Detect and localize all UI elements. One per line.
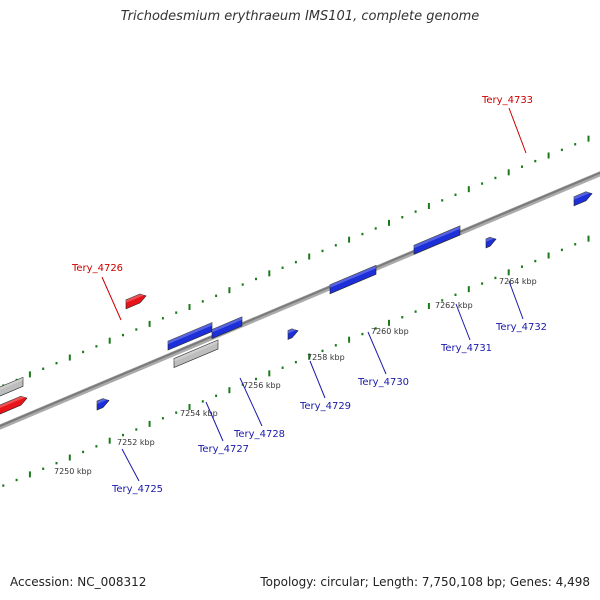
gene-tery-4728-highlight — [212, 316, 242, 333]
gene-tery-4728 — [211, 316, 243, 339]
genome-title: Trichodesmium erythraeum IMS101, complet… — [120, 9, 480, 24]
gene-label: Tery_4728 — [233, 429, 285, 440]
gene-reverse-right-edge-highlight — [574, 189, 592, 200]
genome-backbone-line — [0, 171, 600, 428]
scale-label: 7256 kbp — [243, 381, 281, 390]
gene-label-leader — [309, 360, 326, 399]
gene-reverse-right-edge — [573, 191, 593, 207]
gene-tery-4730 — [329, 264, 377, 295]
gene-label: Tery_4725 — [111, 484, 163, 495]
gene-tery-4729-highlight — [288, 326, 298, 334]
scale-label: 7264 kbp — [499, 277, 537, 286]
scale-ticks — [2, 135, 590, 487]
gene-label: Tery_4732 — [495, 322, 547, 333]
gene-tery-4726-highlight — [126, 291, 146, 303]
gene-label-leader — [121, 448, 140, 482]
gene-label: Tery_4731 — [440, 343, 492, 354]
gene-label-leader — [508, 107, 527, 154]
scale-label: 7250 kbp — [54, 467, 92, 476]
feature-grey-lower — [173, 339, 219, 369]
gene-tery-4731-highlight — [414, 225, 460, 249]
gene-label: Tery_4733 — [481, 95, 533, 106]
gene-forward-left-highlight — [0, 393, 27, 408]
gene-label: Tery_4727 — [197, 444, 249, 455]
gene-tery-4726 — [125, 293, 147, 310]
gene-label-leader — [101, 276, 122, 321]
gene-tery-4725-highlight — [97, 396, 109, 405]
gene-tery-4730-highlight — [330, 265, 376, 288]
scale-label: 7252 kbp — [117, 438, 155, 447]
feature-grey-upper-left — [0, 376, 24, 397]
gene-tery-4732-highlight — [486, 234, 496, 242]
gene-tery-4732 — [485, 236, 497, 249]
gene-forward-left — [0, 395, 28, 415]
gene-label: Tery_4730 — [357, 377, 409, 388]
accession-text: Accession: NC_008312 — [10, 575, 147, 589]
feature-grey-upper-left-highlight — [0, 377, 23, 390]
gene-tery-4727-highlight — [168, 322, 212, 345]
scale-label: 7262 kbp — [435, 301, 473, 310]
gene-label: Tery_4729 — [299, 401, 351, 412]
gene-label-leader — [367, 331, 387, 375]
genome-summary-text: Topology: circular; Length: 7,750,108 bp… — [260, 575, 590, 589]
scale-label: 7258 kbp — [307, 353, 345, 362]
gene-label-leader — [508, 280, 524, 320]
scale-label: 7260 kbp — [371, 327, 409, 336]
feature-grey-lower-highlight — [174, 340, 218, 362]
scale-label: 7254 kbp — [180, 409, 218, 418]
gene-label-leader — [455, 303, 471, 341]
gene-label: Tery_4726 — [71, 263, 123, 274]
gene-tery-4729 — [287, 328, 299, 340]
gene-tery-4731 — [413, 225, 461, 255]
gene-tery-4725 — [96, 398, 110, 411]
gene-label-leader — [239, 377, 263, 427]
gene-label-leader — [205, 401, 224, 442]
